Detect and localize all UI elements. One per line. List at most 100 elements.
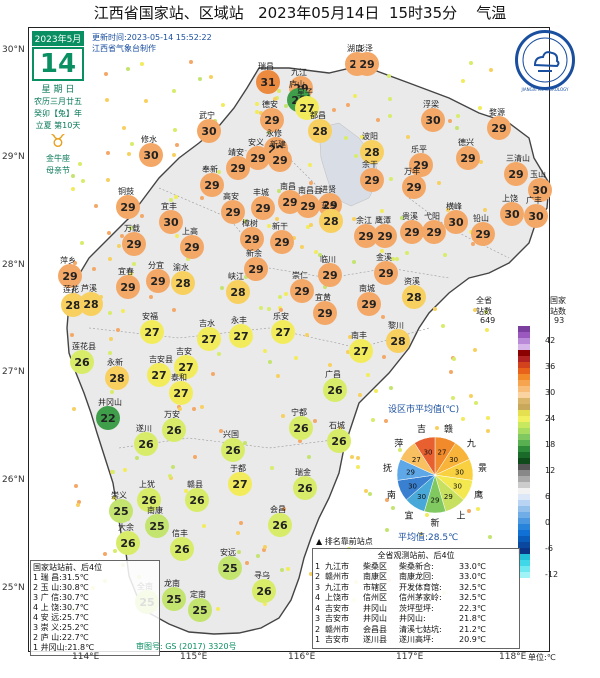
regional-station-dot bbox=[132, 261, 137, 266]
station-marker[interactable]: 28 bbox=[308, 119, 332, 143]
station-marker[interactable]: 29 bbox=[318, 263, 342, 287]
station-marker[interactable]: 29 bbox=[251, 196, 275, 220]
station-marker[interactable]: 29 bbox=[122, 232, 146, 256]
station-marker[interactable]: 29 bbox=[487, 116, 511, 140]
station-marker[interactable]: 27 bbox=[169, 381, 193, 405]
regional-station-dot bbox=[81, 179, 86, 184]
station-marker[interactable]: 26 bbox=[70, 350, 94, 374]
station-marker[interactable]: 28 bbox=[319, 209, 343, 233]
station-marker[interactable]: 25 bbox=[218, 556, 242, 580]
station-marker[interactable]: 26 bbox=[185, 488, 209, 512]
station-marker[interactable]: 28 bbox=[171, 271, 195, 295]
station-marker[interactable]: 27 bbox=[271, 320, 295, 344]
station-marker[interactable]: 26 bbox=[116, 531, 140, 555]
station-marker[interactable]: 26 bbox=[170, 537, 194, 561]
station-marker[interactable]: 27 bbox=[349, 339, 373, 363]
station-marker[interactable]: 29 bbox=[504, 162, 528, 186]
station-marker[interactable]: 27 bbox=[174, 355, 198, 379]
station-marker[interactable]: 27 bbox=[140, 320, 164, 344]
station-marker[interactable]: 27 bbox=[228, 472, 252, 496]
station-marker[interactable]: 28 bbox=[105, 366, 129, 390]
station-marker[interactable]: 30 bbox=[524, 204, 548, 228]
province-ranking-cell: 4 bbox=[315, 603, 321, 613]
calendar-lunar2: 癸卯【兔】年 bbox=[34, 109, 82, 118]
station-name: 上饶 bbox=[502, 194, 518, 203]
station-marker[interactable]: 30 bbox=[139, 143, 163, 167]
station-marker[interactable]: 28 bbox=[402, 285, 426, 309]
station-marker[interactable]: 27 bbox=[197, 327, 221, 351]
station-marker[interactable]: 29 bbox=[374, 261, 398, 285]
station-marker[interactable]: 26 bbox=[293, 476, 317, 500]
legend-tick: 30 bbox=[545, 387, 556, 397]
city-average-panel: 设区市平均值(℃) 27 赣 30 九 30 景 30 鹰 29 上 29 新 30 宜 30 南 29 抚 27 萍… bbox=[370, 400, 500, 543]
station-marker[interactable]: 29 bbox=[146, 269, 170, 293]
station-marker[interactable]: 25 bbox=[145, 514, 169, 538]
station-marker[interactable]: 26 bbox=[268, 513, 292, 537]
station-marker[interactable]: 30 bbox=[444, 210, 468, 234]
station-marker[interactable]: 29 bbox=[246, 146, 270, 170]
regional-station-dot bbox=[108, 310, 113, 315]
province-ranking-cell: 吉安市 bbox=[325, 635, 349, 644]
station-marker[interactable]: 30 bbox=[528, 178, 552, 202]
station-marker[interactable]: 28 bbox=[386, 329, 410, 353]
province-ranking-row: 4 上饶市 信州区 信州茅家岭: 32.5℃ bbox=[315, 593, 517, 604]
station-marker[interactable]: 29 bbox=[200, 173, 224, 197]
station-marker[interactable]: 30 bbox=[421, 108, 445, 132]
legend-swatch bbox=[518, 560, 530, 566]
station-marker[interactable]: 26 bbox=[327, 429, 351, 453]
station-marker[interactable]: 29 bbox=[357, 292, 381, 316]
station-marker[interactable]: 29 bbox=[244, 257, 268, 281]
province-ranking-cell: 22.3℃ bbox=[459, 603, 486, 613]
station-marker[interactable]: 29 bbox=[278, 190, 302, 214]
station-marker[interactable]: 30 bbox=[197, 119, 221, 143]
station-marker[interactable]: 26 bbox=[289, 416, 313, 440]
station-name: 新干 bbox=[272, 222, 288, 231]
station-marker[interactable]: 29 bbox=[422, 220, 446, 244]
station-marker[interactable]: 29 bbox=[373, 224, 397, 248]
station-marker[interactable]: 29 bbox=[360, 168, 384, 192]
station-marker[interactable]: 29 bbox=[240, 227, 264, 251]
province-ranking-cell: 开发体育馆: bbox=[399, 582, 442, 592]
station-marker[interactable]: 26 bbox=[252, 579, 276, 603]
station-marker[interactable]: 29 bbox=[409, 153, 433, 177]
legend-swatch bbox=[518, 488, 530, 494]
station-marker[interactable]: 30 bbox=[159, 210, 183, 234]
station-marker[interactable]: 26 bbox=[137, 488, 161, 512]
station-marker[interactable]: 25 bbox=[162, 587, 186, 611]
station-marker[interactable]: 29 bbox=[471, 222, 495, 246]
station-marker[interactable]: 26 bbox=[323, 378, 347, 402]
station-marker[interactable]: 27 bbox=[229, 324, 253, 348]
station-marker[interactable]: 29 bbox=[270, 230, 294, 254]
station-marker[interactable]: 29 bbox=[116, 275, 140, 299]
station-marker[interactable]: 26 bbox=[134, 432, 158, 456]
regional-station-dot bbox=[346, 102, 351, 107]
station-marker[interactable]: 29 bbox=[402, 175, 426, 199]
station-marker[interactable]: 25 bbox=[109, 499, 133, 523]
station-marker[interactable]: 29 bbox=[221, 200, 245, 224]
station-marker[interactable]: 29 bbox=[400, 220, 424, 244]
station-marker[interactable]: 28 bbox=[79, 292, 103, 316]
station-marker[interactable]: 26 bbox=[162, 418, 186, 442]
station-marker[interactable]: 29 bbox=[313, 301, 337, 325]
station-marker[interactable]: 28 bbox=[360, 140, 384, 164]
station-marker[interactable]: 29 bbox=[58, 264, 82, 288]
station-marker[interactable]: 29 bbox=[290, 279, 314, 303]
station-marker[interactable]: 26 bbox=[221, 438, 245, 462]
station-marker[interactable]: 29 bbox=[296, 194, 320, 218]
station-marker[interactable]: 28 bbox=[226, 280, 250, 304]
station-marker[interactable]: 29 bbox=[355, 52, 379, 76]
station-marker[interactable]: 29 bbox=[456, 146, 480, 170]
station-marker[interactable]: 29 bbox=[116, 195, 140, 219]
station-marker[interactable]: 25 bbox=[188, 598, 212, 622]
station-marker[interactable]: 29 bbox=[268, 148, 292, 172]
station-marker[interactable]: 29 bbox=[180, 235, 204, 259]
station-marker[interactable]: 31 bbox=[256, 70, 280, 94]
station-marker[interactable]: 30 bbox=[500, 202, 524, 226]
station-marker[interactable]: 27 bbox=[295, 96, 319, 120]
station-marker[interactable]: 27 bbox=[147, 363, 171, 387]
color-legend bbox=[518, 326, 530, 578]
station-marker[interactable]: 29 bbox=[260, 108, 284, 132]
regional-station-dot bbox=[375, 117, 380, 122]
station-marker[interactable]: 22 bbox=[96, 406, 120, 430]
province-ranking-rows: 1 九江市 柴桑区 柴桑新合: 33.0℃ 2 赣州市 南康区 南康龙回: 33.0℃ 3 九江市 市辖… bbox=[315, 562, 517, 646]
